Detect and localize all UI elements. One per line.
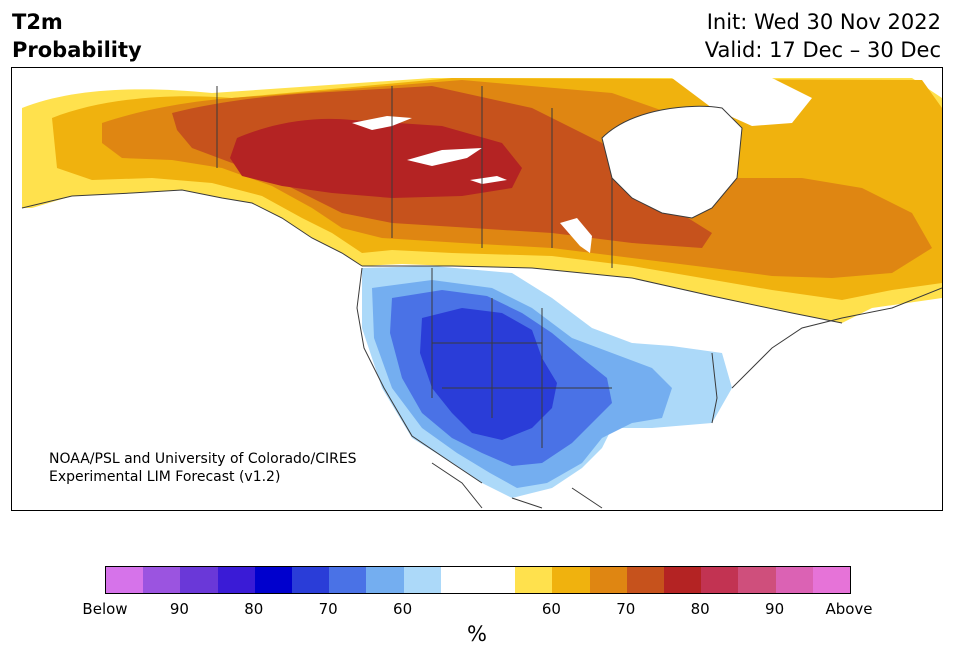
probability-map — [11, 67, 943, 511]
colorbar-segment — [664, 567, 702, 593]
colorbar-tick-label: 80 — [244, 600, 264, 618]
colorbar-segment — [478, 567, 516, 593]
colorbar-tick-label: 80 — [690, 600, 710, 618]
lake-winnipeg — [560, 218, 592, 253]
colorbar-segment — [180, 567, 218, 593]
valid-range: Valid: 17 Dec – 30 Dec — [704, 38, 941, 62]
baffin-water — [672, 78, 812, 126]
colorbar-tick-label: 90 — [169, 600, 189, 618]
colorbar-tick-label: Below — [82, 600, 128, 618]
map-canvas — [21, 78, 942, 509]
colorbar-segment — [589, 567, 627, 593]
map-credit: NOAA/PSL and University of Colorado/CIRE… — [49, 450, 357, 486]
cold-zone-70 — [420, 308, 557, 440]
colorbar-segment — [366, 567, 404, 593]
credit-line-2: Experimental LIM Forecast (v1.2) — [49, 469, 281, 485]
colorbar-segment — [292, 567, 330, 593]
colorbar-segment — [403, 567, 441, 593]
colorbar-segment — [775, 567, 813, 593]
colorbar-tick-label: 60 — [393, 600, 413, 618]
borders — [21, 86, 942, 484]
warm-zone-75 — [230, 118, 522, 198]
title-line-1: T2m — [12, 10, 63, 34]
colorbar-tick-label: 70 — [616, 600, 636, 618]
colorbar-segment — [106, 567, 144, 593]
hudson-bay — [602, 106, 742, 218]
colorbar-tick-label: 70 — [318, 600, 338, 618]
forecast-dates: Init: Wed 30 Nov 2022 Valid: 17 Dec – 30… — [705, 8, 941, 64]
colorbar-segment — [143, 567, 181, 593]
probability-colorbar — [105, 566, 851, 594]
colorbar-segment — [254, 567, 293, 593]
colorbar-unit: % — [467, 622, 487, 646]
colorbar-segment — [552, 567, 590, 593]
colorbar-segment — [701, 567, 739, 593]
colorbar-tick-label: 90 — [765, 600, 785, 618]
great-bear-lake — [352, 116, 412, 130]
colorbar-segment — [217, 567, 255, 593]
colorbar-segment — [738, 567, 776, 593]
colorbar-segment — [440, 567, 479, 593]
mexico-land — [431, 462, 603, 509]
credit-line-1: NOAA/PSL and University of Colorado/CIRE… — [49, 451, 357, 467]
great-slave-lake — [407, 148, 482, 166]
colorbar-segment — [626, 567, 665, 593]
init-date: Init: Wed 30 Nov 2022 — [706, 10, 941, 34]
colorbar-tick-label: Above — [825, 600, 873, 618]
colorbar-segment — [515, 567, 553, 593]
title-line-2: Probability — [12, 38, 142, 62]
lake-athabasca — [470, 176, 507, 184]
colorbar-tick-label: 60 — [541, 600, 561, 618]
colorbar-segment — [329, 567, 367, 593]
map-title: T2m Probability — [12, 8, 142, 64]
colorbar-segment — [812, 567, 851, 593]
